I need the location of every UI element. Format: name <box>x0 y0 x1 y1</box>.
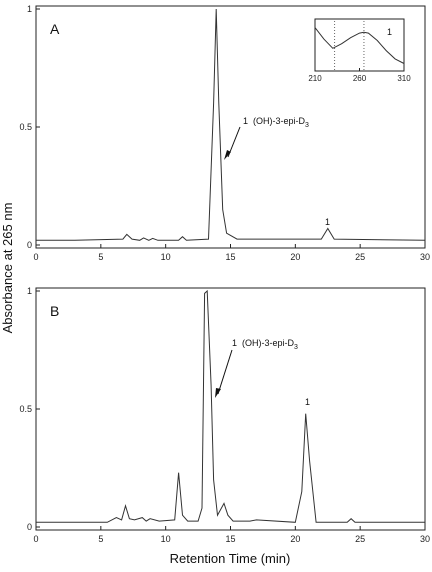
panel-a-x-tick-label: 30 <box>420 252 430 262</box>
panel-b-ticks: 0 5 10 15 20 25 30 0 0.5 1 <box>19 286 430 544</box>
panel-a-y-tick-label: 0 <box>27 240 32 250</box>
panel-a-peak-label: 1 (OH)-3-epi-D3 <box>243 116 309 129</box>
panel-a-x-tick-label: 5 <box>98 252 103 262</box>
panel-a-trace <box>36 8 426 241</box>
panel-a-x-tick-label: 10 <box>161 252 171 262</box>
inset-trace <box>314 27 405 64</box>
inset-dotted-lines <box>334 21 365 71</box>
y-axis-title: Absorbance at 265 nm <box>0 203 15 334</box>
panel-a-x-tick-label: 0 <box>33 252 38 262</box>
panel-b-x-tick-label: 0 <box>33 534 38 544</box>
panel-a: A 0 5 10 15 20 25 30 0 0.5 1 1 (OH)-3-epi-D3 1 210… <box>19 4 430 262</box>
panel-b-x-tick-label: 30 <box>420 534 430 544</box>
panel-a-letter: A <box>50 21 60 37</box>
inset-frame <box>314 18 405 72</box>
panel-b-annotation-arrow <box>217 349 233 395</box>
panel-b-y-tick-label: 0 <box>27 522 32 532</box>
inset-x-tick-label: 310 <box>397 74 411 83</box>
panel-a-y-tick-label: 1 <box>27 4 32 14</box>
panel-a-x-tick-label: 20 <box>290 252 300 262</box>
panel-b-letter: B <box>50 303 59 319</box>
panel-b-x-tick-label: 10 <box>161 534 171 544</box>
panel-a-x-tick-label: 25 <box>355 252 365 262</box>
panel-b-y-tick-label: 0.5 <box>19 404 32 414</box>
panel-a-ticks: 0 5 10 15 20 25 30 0 0.5 1 <box>19 4 430 262</box>
panel-b-frame <box>35 287 426 531</box>
inset-x-tick-label: 210 <box>308 74 322 83</box>
panel-b-trace <box>36 289 425 523</box>
panel-b-x-tick-label: 25 <box>355 534 365 544</box>
panel-b-arrow-head <box>215 388 221 398</box>
inset-series-label: 1 <box>387 27 392 37</box>
panel-b: B 0 5 10 15 20 25 30 0 0.5 1 1 (OH)-3-epi-D3 1 <box>19 286 430 544</box>
panel-a-peak-1-label: 1 <box>325 217 330 227</box>
inset-x-tick-label: 260 <box>353 74 367 83</box>
panel-b-peak-label: 1 (OH)-3-epi-D3 <box>232 338 298 351</box>
panel-a-inset: 210 260 310 1 <box>308 18 411 83</box>
panel-a-arrow-head <box>224 150 231 160</box>
panel-a-x-tick-label: 15 <box>225 252 235 262</box>
panel-a-y-tick-label: 0.5 <box>19 122 32 132</box>
panel-b-y-tick-label: 1 <box>27 286 32 296</box>
inset-ticks: 210 260 310 <box>308 68 411 83</box>
panel-b-x-tick-label: 5 <box>98 534 103 544</box>
x-axis-title: Retention Time (min) <box>170 551 291 566</box>
panel-b-x-tick-label: 15 <box>225 534 235 544</box>
panel-b-x-tick-label: 20 <box>290 534 300 544</box>
panel-b-peak-1-label: 1 <box>305 397 310 407</box>
